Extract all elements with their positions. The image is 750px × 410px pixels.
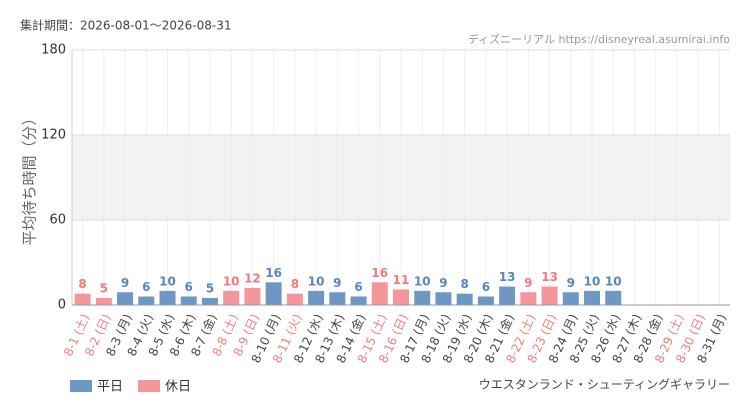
bar bbox=[477, 296, 494, 305]
value-label: 10 bbox=[159, 274, 176, 288]
bar bbox=[371, 282, 388, 305]
bar bbox=[244, 288, 261, 305]
period: 集計期間：2026-08-01～2026-08-31 bbox=[20, 18, 231, 33]
bar bbox=[180, 296, 197, 305]
legend-swatch bbox=[70, 380, 92, 392]
bar bbox=[138, 296, 155, 305]
bar bbox=[74, 293, 91, 305]
value-label: 10 bbox=[584, 274, 601, 288]
bar bbox=[286, 293, 303, 305]
value-label: 6 bbox=[185, 280, 193, 294]
y-tick-label: 120 bbox=[41, 128, 66, 143]
y-tick-label: 180 bbox=[41, 43, 66, 58]
value-label: 11 bbox=[393, 273, 410, 287]
y-tick-label: 0 bbox=[58, 298, 66, 313]
y-axis-title: 平均待ち時間（分） bbox=[21, 110, 39, 245]
legend-label: 平日 bbox=[97, 380, 123, 395]
y-tick-label: 60 bbox=[49, 213, 66, 228]
value-label: 12 bbox=[244, 272, 261, 286]
value-label: 6 bbox=[482, 280, 490, 294]
bar bbox=[201, 297, 218, 305]
bar bbox=[520, 292, 537, 305]
value-label: 13 bbox=[499, 270, 516, 284]
attraction: ウエスタンランド・シューティングギャラリー bbox=[479, 378, 730, 392]
value-label: 9 bbox=[333, 276, 341, 290]
value-label: 10 bbox=[223, 274, 240, 288]
bar bbox=[562, 292, 579, 305]
bar bbox=[308, 290, 325, 305]
bar bbox=[95, 297, 112, 305]
bar bbox=[456, 293, 473, 305]
value-label: 5 bbox=[100, 281, 108, 295]
value-label: 5 bbox=[206, 281, 214, 295]
value-label: 10 bbox=[605, 274, 622, 288]
value-label: 6 bbox=[142, 280, 150, 294]
bar bbox=[350, 296, 367, 305]
source: ディズニーリアル https://disneyreal.asumirai.inf… bbox=[468, 32, 730, 46]
value-label: 13 bbox=[541, 270, 558, 284]
bar bbox=[541, 286, 558, 305]
value-label: 16 bbox=[265, 266, 282, 280]
value-label: 9 bbox=[121, 276, 129, 290]
bar bbox=[499, 286, 516, 305]
value-label: 9 bbox=[524, 276, 532, 290]
bar bbox=[435, 292, 452, 305]
bar bbox=[605, 290, 622, 305]
value-label: 8 bbox=[460, 277, 468, 291]
value-label: 16 bbox=[371, 266, 388, 280]
bar bbox=[117, 292, 134, 305]
value-label: 9 bbox=[567, 276, 575, 290]
value-label: 9 bbox=[439, 276, 447, 290]
value-label: 10 bbox=[414, 274, 431, 288]
value-label: 6 bbox=[354, 280, 362, 294]
legend-swatch bbox=[138, 380, 160, 392]
bar bbox=[393, 289, 409, 305]
bar bbox=[584, 290, 601, 305]
legend-label: 休日 bbox=[165, 380, 191, 395]
value-label: 8 bbox=[291, 277, 299, 291]
value-label: 10 bbox=[308, 274, 325, 288]
bar bbox=[265, 282, 282, 305]
bar bbox=[414, 290, 431, 305]
bar bbox=[159, 290, 176, 305]
bar bbox=[223, 290, 240, 305]
value-label: 8 bbox=[78, 277, 86, 291]
bar bbox=[329, 292, 346, 305]
